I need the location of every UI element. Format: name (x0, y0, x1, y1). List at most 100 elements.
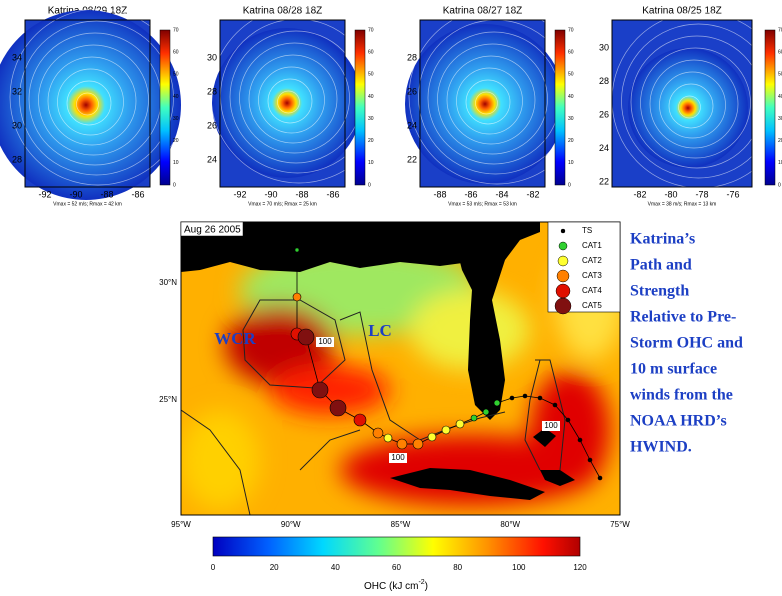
streamline (57, 68, 124, 136)
panel-frame (24, 19, 151, 188)
streamline (277, 90, 300, 114)
contour-label: 100 (544, 421, 558, 430)
colorbar-tick-label: 20 (778, 138, 782, 144)
caption-line: Relative to Pre- (630, 309, 736, 326)
colorbar-tick-label: 30 (568, 116, 574, 122)
y-tick-label: 24 (599, 143, 609, 153)
track-point (493, 399, 501, 407)
track-point (427, 432, 437, 442)
panel-colorbar (764, 29, 776, 186)
map-frame (180, 221, 621, 516)
lon-tick-label: 85°W (391, 520, 411, 529)
panel-caption: Vmax = 70 m/s; Rmax = 25 km (248, 201, 317, 207)
x-tick-label: -82 (526, 189, 539, 199)
contour-label: 100 (391, 453, 405, 462)
lon-tick-label: 75°W (610, 520, 630, 529)
legend-label: CAT1 (582, 241, 602, 250)
x-tick-label: -88 (433, 189, 446, 199)
panel-title: Katrina 08/27 18Z (443, 6, 523, 17)
caption-line: Storm OHC and (630, 335, 743, 352)
streamline (267, 78, 313, 124)
panel-colorbar (554, 29, 566, 186)
colorbar-tick-label: 50 (568, 72, 574, 78)
lon-tick-label: 80°W (500, 520, 520, 529)
x-tick-label: -86 (464, 189, 477, 199)
x-tick-label: -84 (495, 189, 508, 199)
y-tick-label: 30 (599, 42, 609, 52)
streamline (621, 23, 776, 179)
legend-label: CAT5 (582, 301, 602, 310)
panel-frame (219, 19, 346, 188)
track-point (552, 402, 558, 408)
colorbar-tick-label: 120 (573, 563, 587, 572)
panel-title: Katrina 08/28 18Z (243, 6, 323, 17)
colorbar-tick-label: 40 (568, 94, 574, 100)
streamline (210, 6, 388, 184)
streamline (47, 56, 137, 146)
x-tick-label: -76 (726, 189, 739, 199)
wind-core (212, 28, 362, 178)
colorbar-tick-label: 50 (173, 72, 179, 78)
streamline (465, 79, 511, 125)
colorbar-tick-label: 10 (568, 160, 574, 166)
wind-core (0, 10, 181, 200)
track-point (482, 408, 490, 416)
y-tick-label: 22 (599, 176, 609, 186)
lat-tick-label: 30°N (159, 278, 177, 287)
streamline (649, 59, 739, 149)
colorbar-tick-label: 20 (368, 138, 374, 144)
streamline (668, 83, 714, 129)
caption-line: Strength (630, 283, 689, 300)
y-tick-label: 24 (207, 154, 217, 164)
colorbar-tick-label: 10 (368, 160, 374, 166)
x-tick-label: -86 (326, 189, 339, 199)
x-tick-label: -92 (38, 189, 51, 199)
colorbar-tick-label: 70 (173, 27, 179, 33)
colorbar-tick-label: 30 (368, 116, 374, 122)
contour-label-bg (389, 453, 407, 463)
streamline (19, 20, 174, 176)
y-tick-label: 32 (12, 86, 22, 96)
colorbar-tick-label: 100 (512, 563, 526, 572)
legend-marker (557, 255, 569, 267)
panel-colorbar (354, 29, 366, 186)
track-point (292, 292, 302, 302)
lon-tick-label: 90°W (281, 520, 301, 529)
colorbar-tick-label: 70 (368, 27, 374, 33)
legend-marker (556, 269, 570, 283)
colorbar-tick-label: 20 (270, 563, 279, 572)
colorbar-label: OHC (kJ cm-2) (364, 579, 428, 592)
track-point (294, 247, 300, 253)
legend-label: CAT2 (582, 256, 602, 265)
wind-core (628, 48, 748, 168)
y-tick-label: 28 (407, 52, 417, 62)
streamline (248, 54, 338, 144)
track-point (577, 437, 583, 443)
colorbar-tick-label: 30 (778, 116, 782, 122)
colorbar-tick-label: 0 (211, 563, 216, 572)
legend-marker (558, 241, 568, 251)
colorbar-tick-label: 70 (778, 27, 782, 33)
track-point (383, 433, 393, 443)
colorbar-tick-label: 40 (778, 94, 782, 100)
streamline (475, 91, 498, 115)
colorbar-tick-label: 20 (173, 138, 179, 144)
streamline (678, 95, 701, 119)
ohc-colorbar (212, 536, 581, 557)
x-tick-label: -78 (695, 189, 708, 199)
streamline (659, 71, 726, 139)
caption-line: Path and (630, 257, 692, 274)
label-part: OHC (kJ cm (364, 581, 418, 592)
streamline (446, 55, 536, 145)
label-part: ) (425, 581, 428, 592)
track-point (470, 414, 478, 422)
label-part: -2 (418, 579, 424, 586)
track-point (509, 395, 515, 401)
panel-title: Katrina 08/25 18Z (642, 6, 722, 17)
y-tick-label: 28 (599, 76, 609, 86)
streamline (258, 66, 325, 134)
streamline (630, 35, 764, 169)
streamline (437, 43, 548, 155)
